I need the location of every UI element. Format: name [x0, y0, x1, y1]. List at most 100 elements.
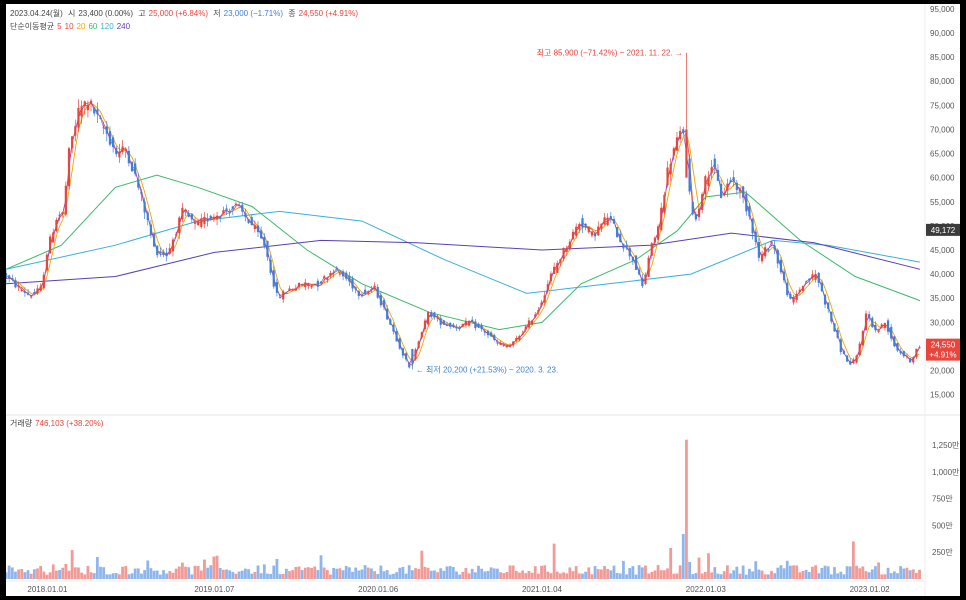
volume-bar — [165, 573, 169, 579]
crosshair-price-label: 49,172 — [931, 226, 956, 235]
candle-body — [304, 282, 307, 288]
candle-body — [682, 129, 685, 133]
candle-body — [559, 259, 562, 263]
candle-body — [770, 241, 773, 243]
volume-bar — [751, 571, 754, 579]
volume-bar — [10, 567, 14, 579]
candle-body — [212, 216, 216, 220]
volume-bar — [782, 568, 786, 579]
volume-bar — [51, 564, 55, 579]
volume-bar — [691, 574, 695, 579]
volume-bar — [631, 566, 635, 579]
candle-body — [568, 241, 571, 250]
price-tick-label: 35,000 — [930, 294, 955, 303]
candle-body — [527, 320, 531, 328]
candle-body — [707, 177, 710, 186]
price-tick-label: 60,000 — [930, 174, 955, 183]
volume-bar — [385, 570, 389, 579]
candle-body — [389, 319, 392, 325]
low-price-annotation: ← 최저 20,200 (+21.53%) ~ 2020. 3. 23. — [416, 365, 558, 375]
volume-bar — [256, 565, 260, 579]
candle-body — [471, 319, 474, 322]
candle-body — [427, 312, 430, 325]
volume-bar — [703, 572, 707, 579]
candle-body — [864, 313, 868, 331]
volume-bar — [729, 573, 732, 579]
candle-body — [691, 201, 694, 215]
volume-bar — [259, 573, 263, 579]
ma-period-5: 5 — [57, 22, 62, 31]
volume-bar — [203, 559, 206, 579]
candle-body — [515, 337, 518, 341]
volume-bar — [80, 572, 84, 579]
volume-bar — [845, 566, 849, 579]
candle-body — [556, 263, 559, 273]
candle-body — [42, 274, 45, 289]
price-tick-label: 20,000 — [930, 367, 955, 376]
volume-bar — [92, 573, 96, 579]
candle-body — [310, 285, 313, 288]
candle-body — [896, 343, 899, 351]
candle-body — [99, 117, 102, 119]
price-tick-label: 90,000 — [930, 29, 955, 38]
volume-bar — [628, 568, 632, 579]
candle-body — [178, 217, 181, 234]
candle-body — [908, 358, 912, 363]
candle-body — [524, 326, 527, 330]
volume-bar — [908, 570, 912, 579]
candle-body — [704, 176, 707, 195]
volume-bar — [58, 570, 61, 579]
volume-bar — [902, 568, 906, 579]
volume-bar — [77, 567, 80, 579]
current-price-label: 24,550 — [931, 341, 956, 350]
volume-bar — [127, 574, 131, 579]
volume-bar — [773, 573, 777, 579]
candle-body — [754, 231, 757, 242]
volume-bar — [514, 570, 518, 579]
candle-body — [883, 323, 886, 328]
candle-body — [814, 274, 817, 280]
volume-bar — [590, 574, 594, 579]
volume-bar — [470, 568, 474, 579]
candle-body — [597, 226, 600, 236]
candle-body — [17, 285, 20, 288]
candle-body — [244, 213, 247, 217]
volume-bar — [319, 555, 323, 579]
candle-body — [584, 223, 587, 228]
candle-body — [215, 215, 219, 220]
candle-body — [612, 219, 616, 224]
candle-body — [445, 324, 449, 326]
candle-body — [546, 284, 549, 291]
volume-bar — [237, 571, 241, 579]
volume-bar — [370, 568, 373, 579]
candle-body — [36, 288, 39, 294]
volume-bar — [45, 574, 49, 579]
ma-period-240: 240 — [116, 22, 131, 31]
volume-bar — [357, 570, 361, 579]
candle-body — [278, 297, 282, 299]
volume-bar — [511, 565, 515, 579]
volume-bar — [313, 566, 317, 579]
ma-period-20: 20 — [76, 22, 86, 31]
volume-bar — [587, 567, 591, 579]
price-tick-label: 55,000 — [930, 198, 955, 207]
volume-bar — [505, 572, 509, 579]
volume-bar — [766, 574, 770, 579]
candle-body — [795, 293, 798, 301]
volume-bar — [770, 570, 773, 579]
candle-body — [874, 324, 877, 331]
volume-bar — [502, 573, 506, 579]
candle-body — [902, 350, 905, 357]
candle-body — [628, 247, 631, 257]
candle-body — [496, 342, 499, 344]
volume-bar — [524, 573, 528, 579]
candle-body — [773, 245, 776, 250]
volume-bar — [206, 567, 210, 579]
volume-bar — [877, 562, 880, 579]
volume-bar — [801, 571, 805, 579]
candle-body — [345, 272, 348, 279]
candle-body — [543, 295, 546, 303]
volume-bar — [196, 566, 200, 579]
volume-bar — [6, 572, 8, 579]
candle-body — [480, 325, 483, 330]
